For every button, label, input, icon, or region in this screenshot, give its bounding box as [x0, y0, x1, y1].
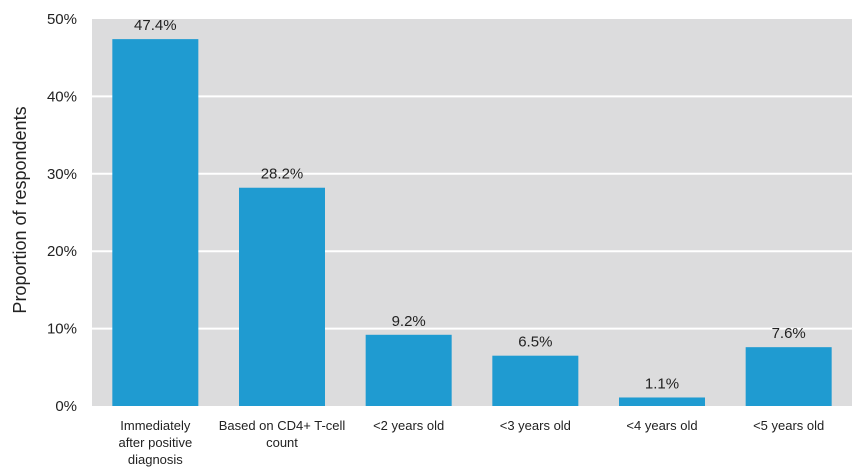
bar [619, 397, 705, 406]
value-labels: 47.4% 28.2% 9.2% 6.5% 1.1% 7.6% [134, 17, 806, 392]
bar [239, 187, 325, 406]
x-axis-labels: Immediately after positive diagnosis Based … [118, 418, 824, 467]
x-category-label: <4 years old [626, 418, 697, 433]
y-tick-label: 10% [47, 321, 77, 338]
value-label: 9.2% [392, 313, 426, 330]
x-category-label: Based on CD4+ T-cell count [219, 418, 346, 450]
value-label: 47.4% [134, 17, 177, 34]
y-tick-label: 30% [47, 166, 77, 183]
bar [492, 355, 579, 406]
x-category-label: <2 years old [373, 418, 444, 433]
plot-area [92, 19, 852, 406]
bars [112, 39, 832, 407]
value-label: 7.6% [772, 325, 806, 342]
y-tick-label: 20% [47, 243, 77, 260]
value-label: 1.1% [645, 375, 679, 392]
bar [365, 334, 452, 406]
x-category-label: Immediately after positive diagnosis [118, 418, 192, 467]
bar [745, 347, 832, 406]
bar [112, 39, 199, 407]
gridlines [92, 95, 852, 330]
x-category-label: <3 years old [500, 418, 571, 433]
x-category-label: <5 years old [753, 418, 824, 433]
y-axis-title: Proportion of respondents [10, 106, 30, 313]
y-tick-label: 0% [55, 398, 77, 415]
y-tick-label: 40% [47, 88, 77, 105]
value-label: 6.5% [518, 334, 552, 351]
value-label: 28.2% [261, 166, 304, 183]
y-axis-ticks: 0% 10% 20% 30% 40% 50% [47, 11, 77, 415]
y-tick-label: 50% [47, 11, 77, 28]
